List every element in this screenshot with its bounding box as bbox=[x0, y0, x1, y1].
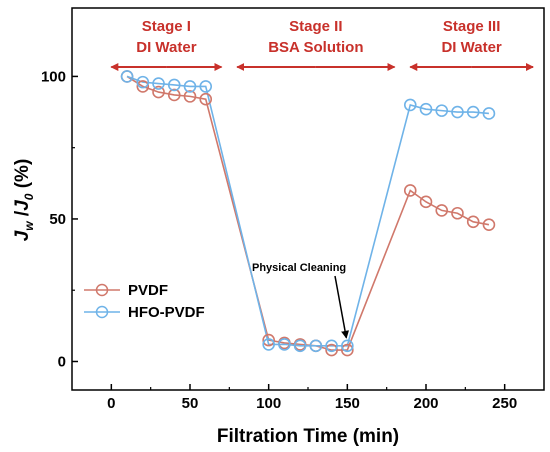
data-point-hfo-pvdf bbox=[293, 339, 307, 353]
stage-annotations: Stage I DI Water Stage II BSA Solution Stage… bbox=[110, 18, 534, 71]
data-point-pvdf bbox=[136, 80, 150, 93]
x-tick-label: 150 bbox=[335, 395, 360, 412]
data-point-pvdf bbox=[451, 206, 464, 220]
annotation-label: Physical Cleaning bbox=[252, 262, 346, 274]
data-point-hfo-pvdf bbox=[278, 338, 291, 351]
series-lines bbox=[126, 75, 490, 351]
y-axis-title-j: J bbox=[12, 230, 33, 241]
y-axis-title-slash: / bbox=[12, 210, 33, 221]
legend-label-hfo-pvdf: HFO-PVDF bbox=[128, 304, 205, 321]
physical-cleaning-annotation: Physical Cleaning bbox=[252, 262, 350, 339]
x-tick-label: 250 bbox=[492, 395, 517, 412]
y-axis-title-j0: J bbox=[12, 200, 33, 211]
x-tick-label: 0 bbox=[107, 395, 115, 412]
data-point-hfo-pvdf bbox=[309, 339, 323, 353]
data-point-hfo-pvdf bbox=[341, 339, 354, 353]
legend-label-pvdf: PVDF bbox=[128, 282, 168, 299]
stage-2-subtitle: BSA Solution bbox=[268, 39, 363, 56]
annotation-arrow bbox=[334, 275, 350, 339]
data-point-hfo-pvdf bbox=[482, 107, 496, 120]
data-point-hfo-pvdf bbox=[183, 80, 197, 93]
stage-3-subtitle: DI Water bbox=[441, 39, 501, 56]
data-point-pvdf bbox=[466, 215, 480, 229]
data-point-hfo-pvdf bbox=[152, 77, 165, 90]
data-point-pvdf bbox=[403, 184, 417, 197]
data-point-pvdf bbox=[341, 343, 354, 357]
data-point-hfo-pvdf bbox=[435, 104, 449, 117]
data-point-hfo-pvdf bbox=[167, 78, 181, 92]
series-line-hfo-pvdf bbox=[126, 75, 490, 347]
stage-1-title: Stage I bbox=[142, 18, 191, 35]
y-axis-ticks: 0 50 100 bbox=[41, 68, 78, 370]
stage-3-title: Stage III bbox=[443, 18, 501, 35]
y-axis-title-sub-w: w bbox=[22, 221, 36, 231]
data-point-hfo-pvdf bbox=[403, 98, 417, 112]
data-point-hfo-pvdf bbox=[120, 70, 134, 83]
y-axis-title-sub-0: 0 bbox=[22, 193, 36, 200]
data-point-pvdf bbox=[325, 343, 338, 357]
x-axis-ticks: 0 50 100 150 200 250 bbox=[107, 384, 517, 412]
data-point-hfo-pvdf bbox=[199, 80, 213, 93]
x-tick-label: 100 bbox=[256, 395, 281, 412]
data-point-pvdf bbox=[262, 333, 275, 347]
y-axis-title: Jw /J0 (%) bbox=[12, 159, 36, 242]
data-point-hfo-pvdf bbox=[325, 339, 338, 353]
x-axis-title: Filtration Time (min) bbox=[217, 426, 399, 447]
legend-marker-pvdf bbox=[95, 283, 109, 297]
data-point-pvdf bbox=[199, 92, 213, 106]
data-point-hfo-pvdf bbox=[262, 338, 275, 351]
data-point-hfo-pvdf bbox=[419, 102, 433, 116]
data-point-hfo-pvdf bbox=[451, 105, 464, 119]
data-point-pvdf bbox=[183, 90, 197, 103]
data-point-hfo-pvdf bbox=[136, 75, 150, 89]
stage-2-title: Stage II bbox=[289, 18, 342, 35]
stage-1-subtitle: DI Water bbox=[136, 39, 196, 56]
data-point-pvdf bbox=[152, 85, 165, 99]
data-point-pvdf bbox=[419, 195, 433, 209]
data-point-hfo-pvdf bbox=[466, 105, 480, 119]
y-tick-label: 50 bbox=[49, 211, 66, 228]
series-points bbox=[120, 70, 496, 357]
y-tick-label: 0 bbox=[58, 353, 66, 370]
x-tick-label: 200 bbox=[413, 395, 438, 412]
y-axis-title-unit: (%) bbox=[12, 159, 33, 194]
y-tick-label: 100 bbox=[41, 68, 66, 85]
x-tick-label: 50 bbox=[182, 395, 199, 412]
data-point-pvdf bbox=[482, 218, 496, 231]
plot-frame bbox=[71, 7, 545, 391]
data-point-pvdf bbox=[435, 204, 449, 217]
data-point-pvdf bbox=[167, 88, 181, 102]
legend: PVDF HFO-PVDF bbox=[84, 282, 205, 321]
legend-marker-hfo-pvdf bbox=[95, 305, 109, 319]
